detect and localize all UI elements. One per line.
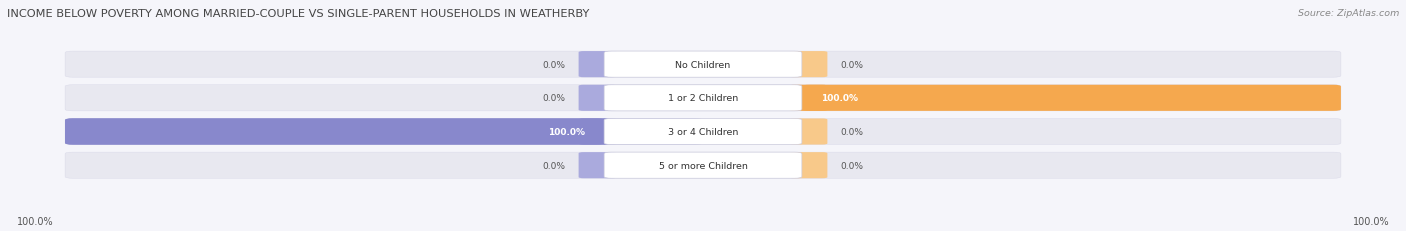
Text: 0.0%: 0.0% — [841, 60, 863, 69]
FancyBboxPatch shape — [65, 119, 1341, 145]
Text: 100.0%: 100.0% — [548, 128, 585, 137]
FancyBboxPatch shape — [579, 85, 617, 111]
FancyBboxPatch shape — [579, 119, 617, 145]
FancyBboxPatch shape — [579, 52, 617, 78]
FancyBboxPatch shape — [605, 52, 801, 78]
Text: 0.0%: 0.0% — [543, 60, 565, 69]
FancyBboxPatch shape — [65, 85, 1341, 111]
Text: 0.0%: 0.0% — [841, 128, 863, 137]
FancyBboxPatch shape — [65, 119, 703, 145]
FancyBboxPatch shape — [789, 85, 827, 111]
Text: 3 or 4 Children: 3 or 4 Children — [668, 128, 738, 137]
FancyBboxPatch shape — [579, 152, 617, 179]
Text: 100.0%: 100.0% — [1353, 216, 1389, 226]
Text: 1 or 2 Children: 1 or 2 Children — [668, 94, 738, 103]
FancyBboxPatch shape — [65, 152, 1341, 179]
Text: 100.0%: 100.0% — [17, 216, 53, 226]
Text: 0.0%: 0.0% — [543, 161, 565, 170]
Text: No Children: No Children — [675, 60, 731, 69]
FancyBboxPatch shape — [65, 119, 605, 145]
FancyBboxPatch shape — [605, 119, 801, 145]
FancyBboxPatch shape — [789, 52, 827, 78]
Text: Source: ZipAtlas.com: Source: ZipAtlas.com — [1298, 9, 1399, 18]
Text: 0.0%: 0.0% — [841, 161, 863, 170]
FancyBboxPatch shape — [801, 85, 1341, 111]
FancyBboxPatch shape — [605, 152, 801, 179]
Text: 0.0%: 0.0% — [543, 94, 565, 103]
FancyBboxPatch shape — [65, 52, 1341, 78]
FancyBboxPatch shape — [789, 119, 827, 145]
FancyBboxPatch shape — [789, 152, 827, 179]
Text: INCOME BELOW POVERTY AMONG MARRIED-COUPLE VS SINGLE-PARENT HOUSEHOLDS IN WEATHER: INCOME BELOW POVERTY AMONG MARRIED-COUPL… — [7, 9, 589, 19]
Text: 100.0%: 100.0% — [821, 94, 858, 103]
Text: 5 or more Children: 5 or more Children — [658, 161, 748, 170]
FancyBboxPatch shape — [605, 85, 801, 111]
